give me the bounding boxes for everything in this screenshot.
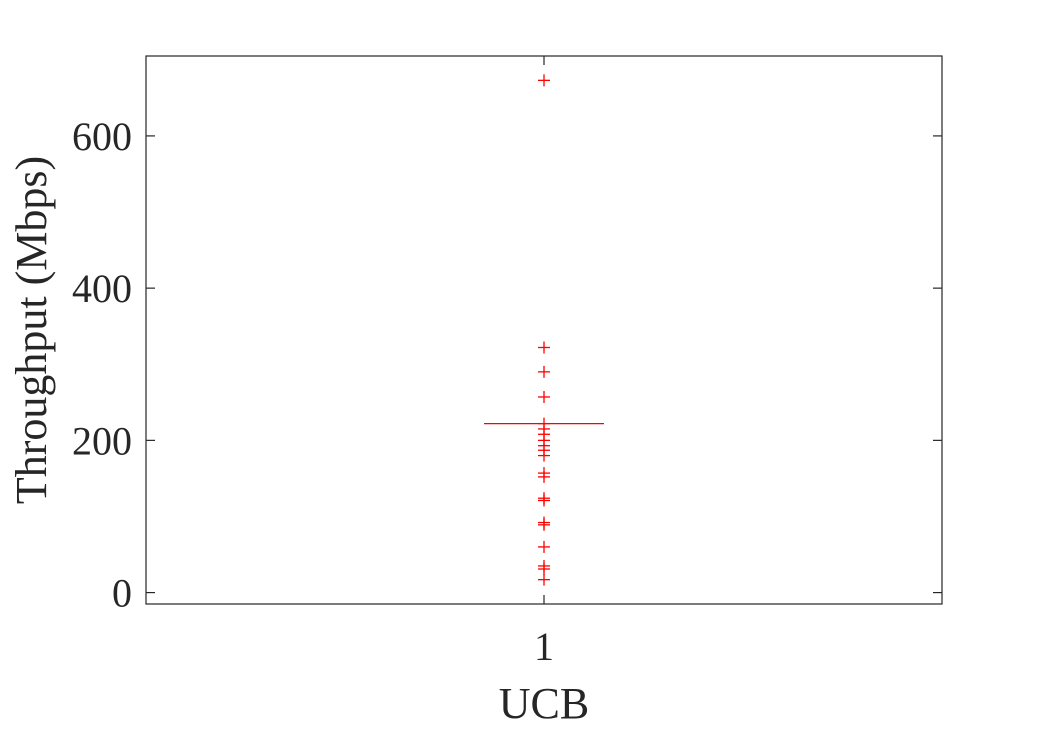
outlier-point xyxy=(538,390,550,403)
y-axis-ticks: 0 200 400 600 xyxy=(72,114,942,616)
y-tick-label: 200 xyxy=(72,418,132,463)
box-plot-marks xyxy=(484,74,604,586)
y-tick-label: 600 xyxy=(72,114,132,159)
x-axis-ticks: 1 xyxy=(534,56,554,669)
outlier-point xyxy=(538,540,550,553)
outlier-point xyxy=(538,341,550,354)
outlier-point xyxy=(538,494,550,507)
outlier-point xyxy=(538,518,550,531)
y-axis-label: Throughput (Mbps) xyxy=(7,156,56,504)
outlier-point xyxy=(538,449,550,462)
y-tick-label: 400 xyxy=(72,266,132,311)
x-axis-label: UCB xyxy=(499,679,589,728)
x-tick-label: 1 xyxy=(534,624,554,669)
outlier-point xyxy=(538,573,550,586)
outlier-point xyxy=(538,365,550,378)
outlier-point xyxy=(538,470,550,483)
plot-area xyxy=(145,55,943,605)
outlier-point xyxy=(538,562,550,575)
y-tick-label: 0 xyxy=(112,571,132,616)
outlier-point xyxy=(538,74,550,87)
